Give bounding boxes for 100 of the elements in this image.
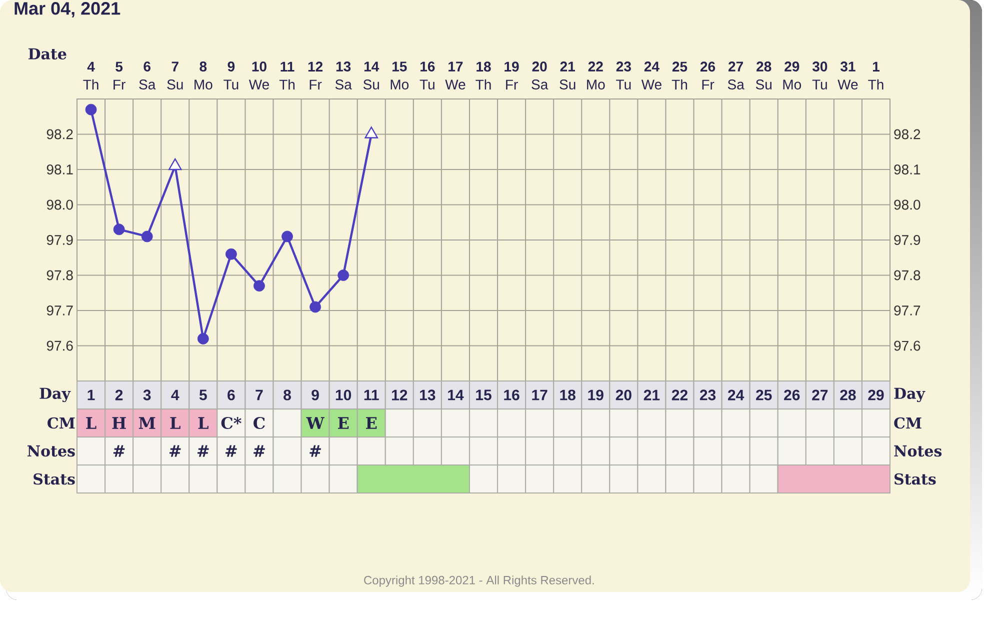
point bbox=[225, 248, 237, 260]
y2-tick-label: Stats bbox=[894, 473, 936, 485]
y-tick-label: 97.6 bbox=[46, 340, 73, 351]
x-axis-title: Date bbox=[28, 48, 66, 60]
x-tick-label: 21 Su bbox=[560, 62, 576, 90]
x-tick-label: 10 We bbox=[248, 62, 269, 90]
x-tick-label: 27 Sa bbox=[728, 62, 744, 90]
x-tick-label: 11 Th bbox=[279, 62, 295, 90]
x-tick-label: 1 Th bbox=[868, 62, 884, 90]
text: E bbox=[338, 417, 349, 429]
x-tick-label: 2 bbox=[115, 390, 123, 400]
y-tick-label: CM bbox=[48, 417, 75, 429]
x-tick-label: 4 Th bbox=[83, 62, 98, 90]
y2-tick-label: Notes bbox=[894, 445, 942, 457]
x-tick-label: 22 Mo bbox=[587, 62, 605, 90]
x-tick-label: 29 Mo bbox=[783, 62, 802, 90]
text: W bbox=[306, 417, 324, 429]
y-tick-label: Stats bbox=[34, 473, 75, 485]
text: Copyright 1998-2021 - All Rights Reserved. bbox=[364, 576, 594, 587]
text: # bbox=[254, 445, 265, 457]
x-tick-label: 25 Th bbox=[672, 62, 688, 90]
text: L bbox=[86, 417, 96, 429]
x-tick-label: 19 bbox=[588, 390, 604, 400]
text: C* bbox=[221, 416, 242, 430]
x-tick-label: 12 bbox=[392, 390, 408, 400]
y-tick-label: 98.2 bbox=[46, 129, 73, 140]
text: L bbox=[198, 417, 208, 429]
x-tick-label: 20 Sa bbox=[532, 62, 548, 90]
x-tick-label: 23 Tu bbox=[616, 62, 631, 90]
x-tick-label: 18 bbox=[560, 390, 576, 400]
x-tick-label: 5 Fr bbox=[114, 62, 126, 90]
x-tick-label: 9 bbox=[312, 390, 319, 400]
x-tick-label: 23 bbox=[700, 390, 716, 400]
text: C bbox=[254, 416, 265, 430]
text: # bbox=[113, 445, 125, 457]
text: # bbox=[226, 445, 237, 457]
text: # bbox=[310, 445, 321, 457]
x-tick-label: 19 Fr bbox=[504, 62, 519, 90]
x-tick-label: 11 bbox=[364, 390, 379, 400]
point bbox=[141, 230, 153, 242]
text: H bbox=[112, 417, 126, 429]
x-tick-label: 21 bbox=[644, 390, 660, 400]
x-tick-label: 17 We bbox=[445, 62, 466, 90]
chart-title: Mar 04, 2021 bbox=[14, 2, 120, 18]
x-tick-label: 28 Su bbox=[756, 62, 772, 90]
y-tick-label: 97.9 bbox=[46, 235, 73, 245]
y2-tick-label: CM bbox=[894, 417, 922, 429]
y-tick-label: Notes bbox=[27, 445, 75, 457]
x-tick-label: 6 bbox=[228, 390, 235, 400]
x-tick-label: 14 Su bbox=[363, 62, 380, 90]
x-tick-label: 26 Fr bbox=[700, 62, 716, 90]
y2-tick-label: 98.2 bbox=[894, 129, 920, 140]
x-tick-label: 6 Sa bbox=[139, 62, 156, 90]
point bbox=[282, 230, 293, 242]
x-tick-label: 15 Mo bbox=[390, 62, 409, 90]
x-tick-label: 3 bbox=[143, 390, 151, 400]
y-tick-label: 97.8 bbox=[46, 270, 73, 280]
y2-tick-label: 97.6 bbox=[894, 340, 920, 351]
y2-tick-label: 97.7 bbox=[894, 306, 920, 316]
x-tick-label: 8 Mo bbox=[194, 62, 212, 90]
x-tick-label: 24 bbox=[728, 390, 744, 400]
x-tick-label: 22 bbox=[672, 390, 688, 400]
x-tick-label: 28 bbox=[840, 390, 856, 400]
x-tick-label: 9 Tu bbox=[224, 62, 238, 90]
y-tick-label: 98.1 bbox=[46, 164, 73, 174]
x-tick-label: 18 Th bbox=[476, 62, 491, 90]
x-tick-label: 8 bbox=[284, 390, 291, 400]
x-tick-label: 20 bbox=[616, 390, 632, 400]
x-tick-label: 16 bbox=[504, 390, 520, 400]
y-tick-label: 97.7 bbox=[46, 306, 73, 316]
text: Day bbox=[40, 388, 71, 402]
x-tick-label: 10 bbox=[336, 390, 352, 400]
x-tick-label: 29 bbox=[868, 390, 884, 400]
y2-tick-label: 98.0 bbox=[894, 200, 920, 210]
x-tick-label: 14 bbox=[448, 390, 464, 400]
x-tick-label: 25 bbox=[756, 390, 772, 400]
x-tick-label: 30 Tu bbox=[812, 62, 828, 90]
point bbox=[85, 104, 97, 116]
y2-tick-label: 97.8 bbox=[894, 270, 920, 280]
text: # bbox=[170, 445, 181, 457]
text: # bbox=[198, 445, 209, 457]
point bbox=[113, 224, 125, 236]
point bbox=[310, 301, 321, 313]
x-tick-label: 7 Su bbox=[167, 62, 183, 90]
text: L bbox=[170, 417, 180, 429]
x-tick-label: 24 We bbox=[641, 62, 662, 90]
text: M bbox=[138, 417, 156, 429]
x-tick-label: 13 Sa bbox=[335, 62, 352, 90]
y-tick-label: 98.0 bbox=[46, 200, 73, 210]
point bbox=[338, 270, 350, 281]
x-tick-label: 16 Tu bbox=[420, 62, 435, 90]
x-tick-label: 15 bbox=[476, 390, 492, 400]
x-tick-label: 1 bbox=[88, 390, 95, 400]
text: E bbox=[366, 417, 377, 429]
x-tick-label: 7 bbox=[256, 390, 263, 400]
y2-tick-label: 98.1 bbox=[894, 164, 920, 174]
point bbox=[197, 332, 209, 344]
x-tick-label: 26 bbox=[784, 390, 800, 400]
x-tick-label: 27 bbox=[812, 390, 828, 400]
point bbox=[254, 280, 265, 292]
